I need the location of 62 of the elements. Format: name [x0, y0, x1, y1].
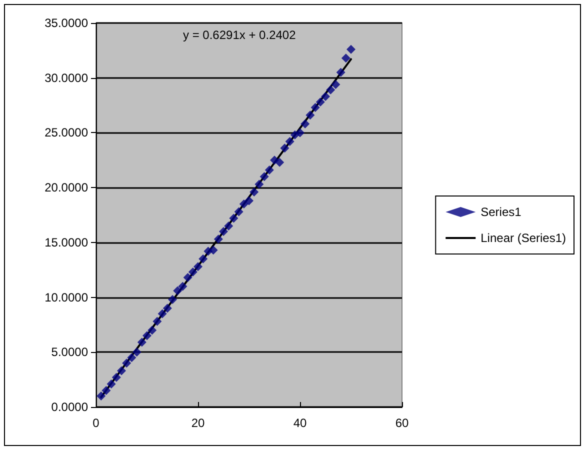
x-tick-label: 40	[293, 416, 307, 430]
point	[234, 207, 244, 216]
y-tick-label: 0.0000	[51, 400, 88, 414]
point	[300, 119, 310, 128]
y-tick-label: 35.0000	[44, 16, 88, 30]
point	[296, 128, 304, 138]
point	[275, 158, 284, 167]
point	[102, 386, 111, 396]
point	[198, 254, 208, 264]
point	[229, 214, 238, 223]
point	[132, 348, 142, 357]
legend-label: Linear (Series1)	[480, 231, 566, 245]
point	[178, 282, 188, 291]
point	[194, 262, 202, 272]
point	[117, 366, 126, 376]
point	[250, 187, 259, 196]
point	[214, 234, 223, 244]
point	[188, 268, 198, 277]
point	[152, 316, 162, 326]
point	[168, 294, 177, 304]
point	[306, 110, 315, 120]
y-tick-label: 25.0000	[44, 126, 88, 140]
point	[264, 166, 274, 175]
point	[336, 68, 346, 77]
point	[127, 353, 136, 362]
point	[112, 372, 121, 382]
y-tick-label: 30.0000	[44, 70, 88, 85]
legend-label: Series1	[480, 205, 522, 219]
point	[208, 246, 218, 255]
point	[122, 358, 132, 368]
point	[244, 196, 254, 206]
point	[142, 331, 152, 340]
point	[326, 85, 336, 94]
point	[239, 200, 248, 209]
point	[285, 136, 294, 146]
point	[162, 304, 172, 313]
point	[158, 309, 167, 318]
point	[321, 92, 330, 102]
point	[96, 392, 106, 401]
x-tick-label: 0	[92, 416, 100, 430]
point	[341, 54, 350, 63]
point	[219, 226, 228, 236]
x-tick-label: 20	[191, 416, 205, 430]
point	[316, 97, 325, 106]
y-tick-label: 10.0000	[44, 290, 88, 304]
point	[183, 273, 192, 282]
point	[173, 286, 182, 296]
point	[331, 80, 340, 89]
point	[346, 44, 356, 54]
y-tick-label: 20.0000	[44, 180, 88, 195]
point	[260, 172, 269, 182]
point	[310, 102, 320, 112]
y-tick-label: 5.0000	[51, 345, 88, 360]
point	[106, 379, 116, 388]
x-tick-label: 60	[395, 416, 409, 430]
point	[137, 338, 146, 347]
y-tick-label: 15.0000	[44, 235, 88, 250]
point	[254, 180, 264, 189]
point	[148, 326, 157, 335]
annotation: y = 0.6291x + 0.2402	[183, 28, 296, 42]
point	[224, 221, 234, 230]
point	[280, 144, 290, 153]
